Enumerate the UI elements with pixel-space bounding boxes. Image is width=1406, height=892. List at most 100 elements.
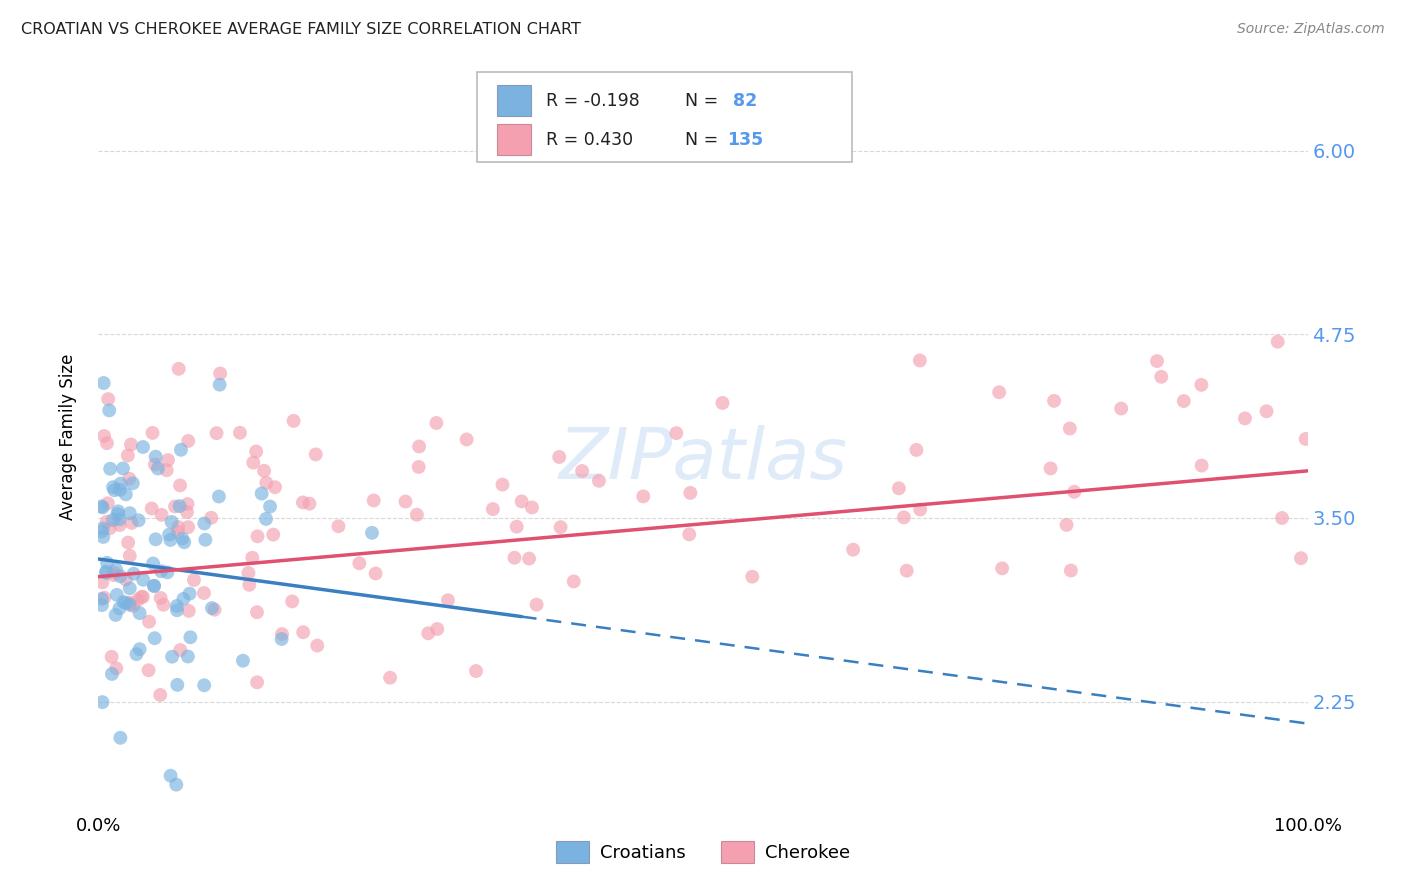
Point xyxy=(183,573,205,587)
Point xyxy=(520,500,543,515)
Point xyxy=(1271,511,1294,525)
Point xyxy=(118,506,141,520)
FancyBboxPatch shape xyxy=(477,72,852,162)
Point xyxy=(254,475,277,490)
Point xyxy=(157,453,180,467)
Point xyxy=(1191,458,1213,473)
Point xyxy=(103,566,125,580)
Point xyxy=(108,483,131,497)
Point xyxy=(131,590,153,604)
Point xyxy=(108,601,131,615)
Point xyxy=(167,520,190,534)
Point xyxy=(363,493,385,508)
Point xyxy=(408,459,430,474)
Point xyxy=(128,606,150,620)
Point xyxy=(128,642,150,657)
Point xyxy=(905,442,928,457)
Point xyxy=(679,486,702,500)
Point xyxy=(194,533,217,547)
Point xyxy=(1146,354,1168,368)
Point xyxy=(117,535,139,549)
FancyBboxPatch shape xyxy=(498,124,531,155)
Point xyxy=(177,649,200,664)
Point xyxy=(108,512,131,526)
Point xyxy=(160,649,183,664)
Point xyxy=(408,440,430,454)
Point xyxy=(97,496,120,510)
Point xyxy=(711,396,734,410)
Point xyxy=(143,458,166,472)
Point xyxy=(1059,421,1081,435)
Point xyxy=(143,631,166,645)
Point xyxy=(1295,432,1317,446)
Point xyxy=(394,494,416,508)
Point xyxy=(208,490,231,504)
Point xyxy=(305,447,328,461)
Point xyxy=(105,562,128,576)
Point xyxy=(456,433,478,447)
Point xyxy=(91,575,114,590)
Point xyxy=(562,574,585,589)
Point xyxy=(172,591,194,606)
Point xyxy=(90,591,112,606)
Point xyxy=(132,590,155,604)
Point xyxy=(908,502,931,516)
Point xyxy=(1056,517,1078,532)
Point xyxy=(426,622,449,636)
Point xyxy=(118,581,141,595)
Point xyxy=(291,495,314,509)
Point xyxy=(887,481,910,495)
Point xyxy=(110,569,132,583)
Point xyxy=(101,513,124,527)
Point xyxy=(229,425,252,440)
Point xyxy=(281,594,304,608)
Point xyxy=(93,591,115,605)
Point xyxy=(1289,551,1312,566)
Point xyxy=(141,425,163,440)
Point xyxy=(262,527,284,541)
Point xyxy=(526,598,548,612)
Point xyxy=(122,566,145,581)
Point xyxy=(104,607,127,622)
Point xyxy=(121,476,143,491)
Point xyxy=(120,437,142,451)
Point xyxy=(169,643,191,657)
Point xyxy=(101,480,124,494)
Point xyxy=(437,593,460,607)
Point xyxy=(152,598,174,612)
Point xyxy=(156,566,179,580)
Point xyxy=(160,515,183,529)
Point xyxy=(1189,377,1212,392)
Point xyxy=(93,376,115,390)
Point xyxy=(108,518,131,533)
Point xyxy=(98,403,121,417)
Point xyxy=(156,463,179,477)
Point xyxy=(505,519,527,533)
Point xyxy=(166,599,188,613)
Point xyxy=(292,625,315,640)
Point xyxy=(172,532,194,546)
Point xyxy=(177,434,200,448)
Point xyxy=(141,501,163,516)
Point xyxy=(240,550,263,565)
Point xyxy=(246,605,269,619)
Point xyxy=(193,586,215,600)
Point xyxy=(271,627,294,641)
Point xyxy=(465,664,488,678)
Text: R = -0.198: R = -0.198 xyxy=(546,92,640,110)
Point xyxy=(1063,484,1085,499)
Point xyxy=(142,579,165,593)
Point xyxy=(132,573,155,587)
Point xyxy=(176,497,198,511)
Point xyxy=(118,596,141,610)
Point xyxy=(149,688,172,702)
Point xyxy=(98,521,121,535)
Point xyxy=(177,604,200,618)
Point xyxy=(177,520,200,534)
Point xyxy=(167,525,190,540)
Point xyxy=(103,568,125,582)
Text: CROATIAN VS CHEROKEE AVERAGE FAMILY SIZE CORRELATION CHART: CROATIAN VS CHEROKEE AVERAGE FAMILY SIZE… xyxy=(21,22,581,37)
Point xyxy=(159,533,181,547)
Point xyxy=(250,486,273,500)
Point xyxy=(246,675,269,690)
